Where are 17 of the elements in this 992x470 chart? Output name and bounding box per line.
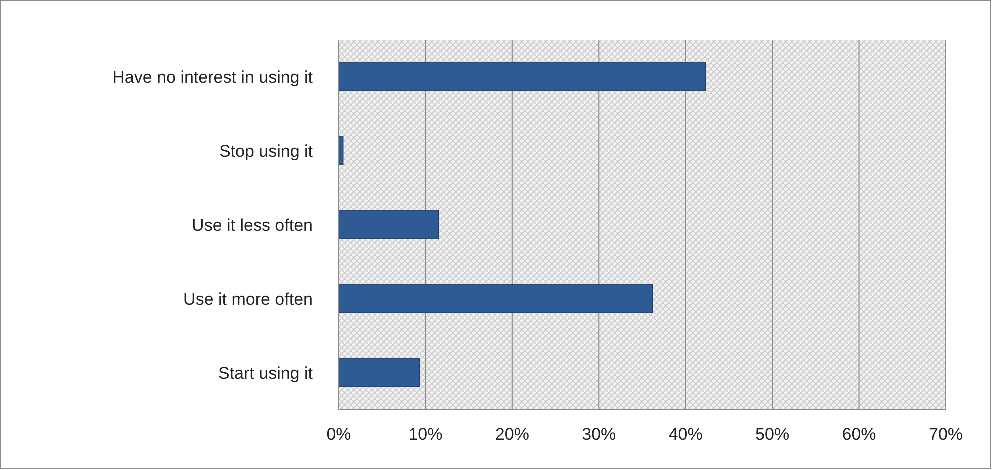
bar xyxy=(338,62,706,92)
bar xyxy=(338,210,440,240)
x-tick-label: 70% xyxy=(928,425,964,444)
y-tick-label: Use it less often xyxy=(192,216,313,235)
x-tick-label: 60% xyxy=(842,425,876,444)
bar xyxy=(338,358,420,388)
y-tick-label: Use it more often xyxy=(184,290,313,309)
x-tick-label: 0% xyxy=(326,425,352,444)
x-tick-label: 10% xyxy=(408,425,443,444)
y-tick-label: Start using it xyxy=(218,364,314,383)
x-tick-label: 30% xyxy=(582,425,616,444)
bar xyxy=(338,284,654,314)
y-tick-label: Have no interest in using it xyxy=(112,68,314,87)
x-tick-label: 20% xyxy=(495,425,530,444)
y-tick-label: Stop using it xyxy=(219,142,314,161)
x-tick-label: 40% xyxy=(668,425,703,444)
x-tick-label: 50% xyxy=(756,425,790,444)
